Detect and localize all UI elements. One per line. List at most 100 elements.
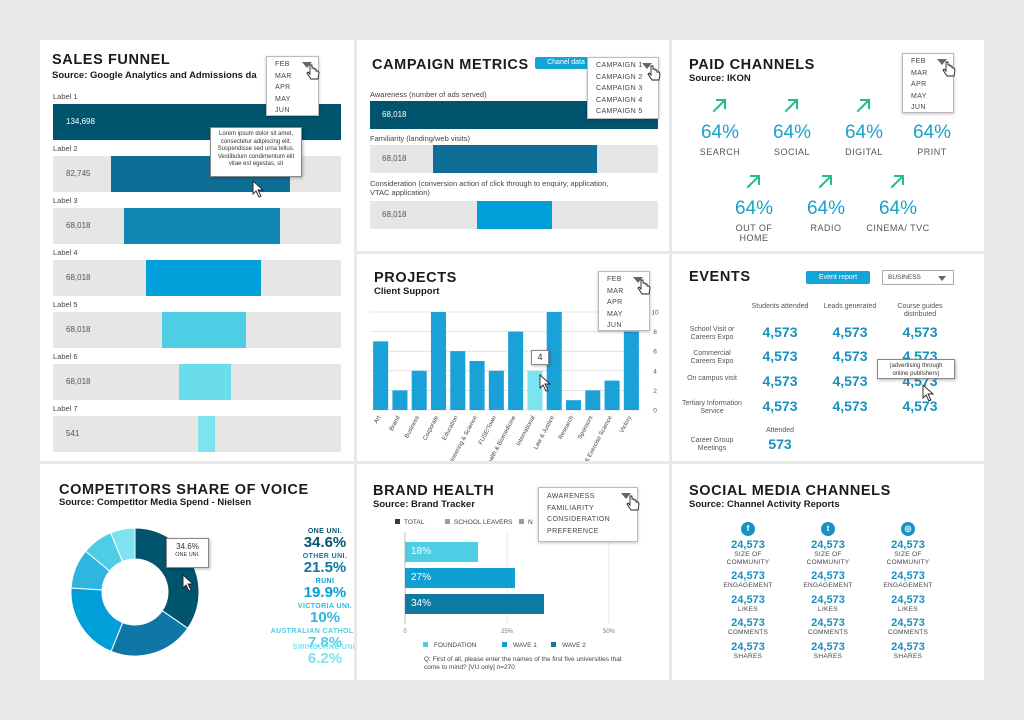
funnel-row[interactable]: 68,018 <box>53 364 341 400</box>
dropdown-option[interactable]: CAMPAIGN 5 <box>596 108 643 115</box>
dropdown-option[interactable]: JUN <box>911 104 926 111</box>
funnel-bar[interactable] <box>124 208 280 244</box>
project-bar[interactable] <box>469 361 485 410</box>
dropdown-option[interactable]: MAY <box>607 310 623 318</box>
events-value[interactable]: 4,573 <box>762 373 798 389</box>
project-bar[interactable] <box>430 312 447 410</box>
sales-funnel-title: SALES FUNNEL <box>52 52 171 68</box>
dropdown-option[interactable]: JUN <box>607 322 622 329</box>
channel-data-button[interactable]: Chanel data <box>535 57 597 69</box>
events-value[interactable]: 4,573 <box>902 398 938 414</box>
project-bar[interactable] <box>488 370 504 410</box>
campaign-bar[interactable] <box>477 201 552 229</box>
chevron-down-icon[interactable] <box>642 63 652 69</box>
month-dropdown[interactable]: FEB MAR APR MAY JUN <box>902 53 954 113</box>
events-value[interactable]: 4,573 <box>762 324 798 340</box>
campaign-bar[interactable] <box>433 145 597 173</box>
y-tick-label: 4 <box>653 368 657 375</box>
twitter-icon[interactable]: t <box>821 522 835 536</box>
project-bar[interactable] <box>604 380 620 410</box>
campaign-dropdown[interactable]: CAMPAIGN 1 CAMPAIGN 2 CAMPAIGN 3 CAMPAIGN 4… <box>587 57 659 119</box>
brand-bar[interactable]: 34% <box>405 594 544 614</box>
funnel-row[interactable]: 541 <box>53 416 341 452</box>
event-report-button[interactable]: Event report <box>806 271 870 284</box>
dropdown-option[interactable]: JUN <box>275 107 290 114</box>
dropdown-option[interactable]: MAY <box>911 92 927 100</box>
funnel-bar[interactable] <box>179 364 231 400</box>
brand-filter[interactable]: TOTAL <box>395 519 424 526</box>
brand-filter[interactable]: SCHOOL LEAVERS <box>445 519 513 526</box>
paid-channel[interactable]: 64% OUT OF HOME <box>722 172 786 243</box>
funnel-row[interactable]: 68,018 <box>53 208 341 244</box>
funnel-row[interactable]: 68,018 <box>53 312 341 348</box>
chevron-down-icon[interactable] <box>937 59 947 65</box>
brand-health-title: BRAND HEALTH <box>373 483 495 499</box>
paid-channel[interactable]: 64% DIGITAL <box>832 96 896 157</box>
dropdown-option[interactable]: CAMPAIGN 4 <box>596 96 643 104</box>
project-bar[interactable] <box>623 331 639 410</box>
events-value[interactable]: 4,573 <box>832 398 868 414</box>
dropdown-option[interactable]: MAR <box>275 72 292 80</box>
events-value[interactable]: 4,573 <box>832 324 868 340</box>
paid-channel[interactable]: 64% PRINT <box>900 96 964 157</box>
events-value[interactable]: 4,573 <box>762 398 798 414</box>
brand-bar[interactable]: 18% <box>405 542 479 562</box>
project-bar[interactable] <box>392 390 408 410</box>
brand-bar[interactable]: 27% <box>405 568 516 588</box>
funnel-bar[interactable] <box>146 260 261 296</box>
funnel-bar[interactable] <box>162 312 246 348</box>
project-bar[interactable] <box>565 400 582 410</box>
funnel-row[interactable]: 68,018 <box>53 260 341 296</box>
funnel-bar[interactable] <box>198 416 215 452</box>
dropdown-option[interactable]: AWARENESS <box>547 493 595 500</box>
dropdown-option[interactable]: MAR <box>911 69 928 77</box>
events-value[interactable]: 4,573 <box>832 348 868 364</box>
dropdown-option[interactable]: FEB <box>275 61 290 68</box>
dropdown-option[interactable]: FEB <box>607 276 622 283</box>
events-value[interactable]: 4,573 <box>762 348 798 364</box>
career-group-value[interactable]: 573 <box>768 436 792 452</box>
project-bar[interactable] <box>585 390 601 410</box>
events-value[interactable]: 4,573 <box>832 373 868 389</box>
funnel-value: 541 <box>66 429 80 438</box>
axis-tick-label: 25% <box>501 629 514 635</box>
events-value[interactable]: 4,573 <box>902 324 938 340</box>
paid-channel-pct: 64% <box>912 122 952 143</box>
paid-channel[interactable]: 64% CINEMA/ TVC <box>866 172 930 233</box>
dropdown-option[interactable]: CONSIDERATION <box>547 516 611 523</box>
chevron-down-icon[interactable] <box>302 62 312 68</box>
campaign-row[interactable]: 68,018 <box>370 201 658 229</box>
dropdown-option[interactable]: MAR <box>607 287 624 295</box>
paid-channel[interactable]: 64% RADIO <box>794 172 858 233</box>
donut-slice[interactable] <box>70 587 124 653</box>
project-bar[interactable] <box>546 312 562 410</box>
dropdown-option[interactable]: PREFERENCE <box>547 527 599 535</box>
project-bar[interactable] <box>450 351 466 410</box>
chevron-down-icon[interactable] <box>621 493 631 499</box>
brand-filter[interactable]: N <box>519 519 533 526</box>
metric-dropdown[interactable]: AWARENESS FAMILIARITY CONSIDERATION PREFERE… <box>538 487 638 542</box>
project-bar[interactable] <box>373 341 389 410</box>
campaign-row[interactable]: 68,018 <box>370 145 658 173</box>
chevron-down-icon[interactable] <box>633 277 643 283</box>
donut-slice[interactable] <box>110 527 136 563</box>
paid-channel[interactable]: 64% SEARCH <box>688 96 752 157</box>
project-bar[interactable] <box>527 370 543 410</box>
dropdown-option[interactable]: FEB <box>911 58 926 65</box>
dropdown-option[interactable]: CAMPAIGN 1 <box>596 62 643 69</box>
dropdown-option[interactable]: CAMPAIGN 3 <box>596 85 643 92</box>
business-select[interactable]: BUSINESS <box>882 270 954 285</box>
dropdown-option[interactable]: APR <box>911 81 927 88</box>
dropdown-option[interactable]: FAMILIARITY <box>547 504 595 512</box>
project-bar[interactable] <box>508 331 524 410</box>
instagram-icon[interactable]: ◎ <box>901 522 915 536</box>
filter-dot-icon <box>395 519 400 524</box>
project-bar[interactable] <box>411 370 427 410</box>
y-tick-label: 8 <box>653 329 657 336</box>
dropdown-option[interactable]: CAMPAIGN 2 <box>596 73 643 81</box>
paid-channel[interactable]: 64% SOCIAL <box>760 96 824 157</box>
dropdown-option[interactable]: APR <box>607 299 623 306</box>
facebook-icon[interactable]: f <box>741 522 755 536</box>
dropdown-option[interactable]: APR <box>275 84 291 91</box>
dropdown-option[interactable]: MAY <box>275 95 291 103</box>
